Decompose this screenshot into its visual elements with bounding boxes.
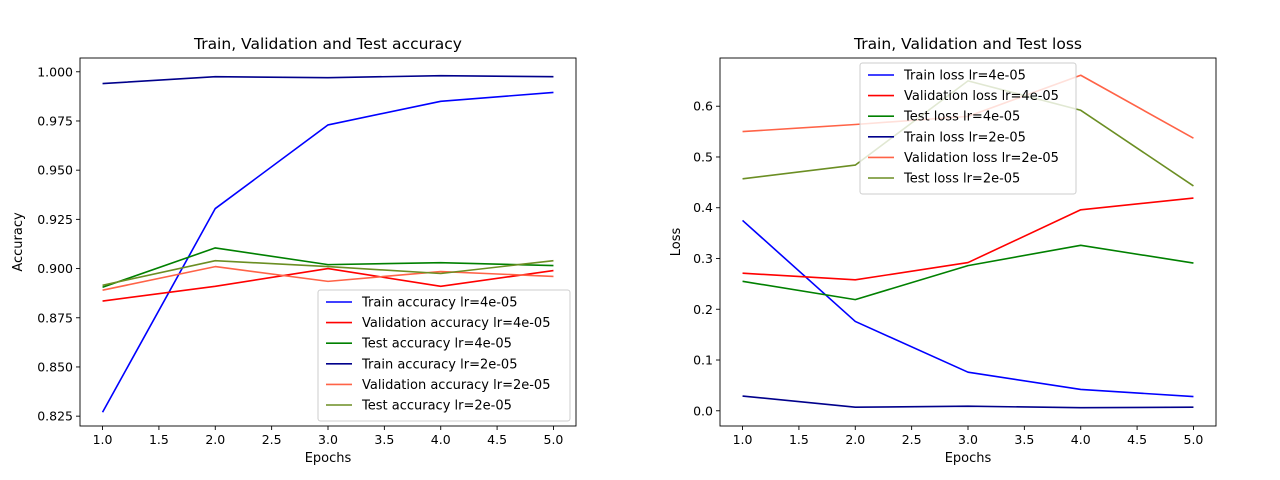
accuracy-y-tick-label: 0.925 xyxy=(37,212,73,227)
series-line-validation-accuracy-lr-4e-05 xyxy=(102,267,554,302)
accuracy-x-tick-label: 1.0 xyxy=(93,432,113,447)
accuracy-y-tick-label: 0.875 xyxy=(37,310,73,325)
loss-legend-box xyxy=(859,62,1077,195)
series-line-validation-loss-lr-4e-05 xyxy=(742,197,1194,281)
loss-chart-panel: 1.0 1.5 2.0 2.5 3.0 3.5 4.0 4.5 5.0 0.0 0.1 0.2 0.3 0… xyxy=(669,35,1217,466)
series-line-validation-accuracy-lr-2e-05 xyxy=(102,265,554,291)
series-line-train-accuracy-lr-2e-05 xyxy=(102,74,554,85)
accuracy-x-tick-label: 4.0 xyxy=(431,432,451,447)
legend-label-validation-accuracy-lr-4e-05: Validation accuracy lr=4e-05 xyxy=(362,316,550,331)
accuracy-chart-title: Train, Validation and Test accuracy xyxy=(193,35,462,53)
series-line-test-accuracy-lr-4e-05 xyxy=(102,247,554,289)
legend-label-validation-loss-lr-4e-05: Validation loss lr=4e-05 xyxy=(904,89,1059,104)
accuracy-y-tick-label: 1.000 xyxy=(37,64,73,79)
accuracy-legend: Train accuracy lr=4e-05 Validation accura… xyxy=(317,289,571,422)
series-line-test-loss-lr-4e-05 xyxy=(742,244,1194,301)
loss-x-tick-label: 1.0 xyxy=(733,432,753,447)
accuracy-legend-box xyxy=(317,289,571,422)
legend-label-test-accuracy-lr-4e-05: Test accuracy lr=4e-05 xyxy=(361,337,512,352)
loss-y-tick-label: 0.6 xyxy=(693,99,713,114)
series-line-train-loss-lr-4e-05 xyxy=(742,219,1194,398)
loss-legend: Train loss lr=4e-05 Validation loss lr=4e… xyxy=(859,62,1077,195)
accuracy-y-tick-label: 0.825 xyxy=(37,409,73,424)
accuracy-x-tick-label: 2.5 xyxy=(262,432,282,447)
accuracy-y-axis-label: Accuracy xyxy=(11,212,26,272)
legend-label-train-accuracy-lr-2e-05: Train accuracy lr=2e-05 xyxy=(361,357,517,372)
series-line-train-accuracy-lr-4e-05 xyxy=(101,91,554,413)
series-line-test-accuracy-lr-2e-05 xyxy=(102,259,554,287)
loss-y-tick-label: 0.5 xyxy=(693,149,713,164)
loss-x-tick-label: 4.0 xyxy=(1071,432,1091,447)
series-line-train-loss-lr-2e-05 xyxy=(742,395,1194,409)
legend-label-test-loss-lr-2e-05: Test loss lr=2e-05 xyxy=(903,172,1020,187)
accuracy-y-tick-label: 0.900 xyxy=(37,261,73,276)
accuracy-y-tick-label: 0.850 xyxy=(37,359,73,374)
loss-y-tick-label: 0.2 xyxy=(693,302,713,317)
loss-x-tick-label: 3.0 xyxy=(958,432,978,447)
loss-x-tick-label: 2.0 xyxy=(845,432,865,447)
accuracy-x-tick-label: 2.0 xyxy=(205,432,225,447)
loss-y-axis-label: Loss xyxy=(669,228,684,257)
loss-y-tick-label: 0.1 xyxy=(693,353,713,368)
accuracy-x-tick-label: 3.5 xyxy=(374,432,394,447)
loss-x-axis-label: Epochs xyxy=(945,451,992,466)
loss-x-tick-label: 1.5 xyxy=(789,432,809,447)
loss-x-tick-label: 3.5 xyxy=(1014,432,1034,447)
accuracy-x-tick-label: 3.0 xyxy=(318,432,338,447)
loss-x-tick-label: 2.5 xyxy=(902,432,922,447)
legend-label-test-accuracy-lr-2e-05: Test accuracy lr=2e-05 xyxy=(361,399,512,414)
accuracy-x-tick-label: 4.5 xyxy=(487,432,507,447)
accuracy-y-tick-label: 0.975 xyxy=(37,113,73,128)
accuracy-x-tick-label: 5.0 xyxy=(544,432,564,447)
loss-y-tick-label: 0.4 xyxy=(693,200,713,215)
accuracy-x-tick-label: 1.5 xyxy=(149,432,169,447)
loss-y-tick-label: 0.3 xyxy=(693,251,713,266)
loss-y-tick-label: 0.0 xyxy=(693,403,713,418)
accuracy-chart-panel: 1.0 1.5 2.0 2.5 3.0 3.5 4.0 4.5 5.0 0.825 0.850 0.8… xyxy=(11,35,577,466)
legend-label-test-loss-lr-4e-05: Test loss lr=4e-05 xyxy=(903,110,1020,125)
legend-label-train-accuracy-lr-4e-05: Train accuracy lr=4e-05 xyxy=(361,296,517,311)
loss-chart-title: Train, Validation and Test loss xyxy=(853,35,1082,53)
legend-label-validation-accuracy-lr-2e-05: Validation accuracy lr=2e-05 xyxy=(362,378,550,393)
accuracy-y-tick-label: 0.950 xyxy=(37,163,73,178)
legend-label-validation-loss-lr-2e-05: Validation loss lr=2e-05 xyxy=(904,151,1059,166)
legend-label-train-loss-lr-2e-05: Train loss lr=2e-05 xyxy=(903,130,1026,145)
loss-x-tick-label: 5.0 xyxy=(1184,432,1204,447)
loss-x-tick-label: 4.5 xyxy=(1127,432,1147,447)
accuracy-x-axis-label: Epochs xyxy=(305,451,352,466)
legend-label-train-loss-lr-4e-05: Train loss lr=4e-05 xyxy=(903,69,1026,84)
